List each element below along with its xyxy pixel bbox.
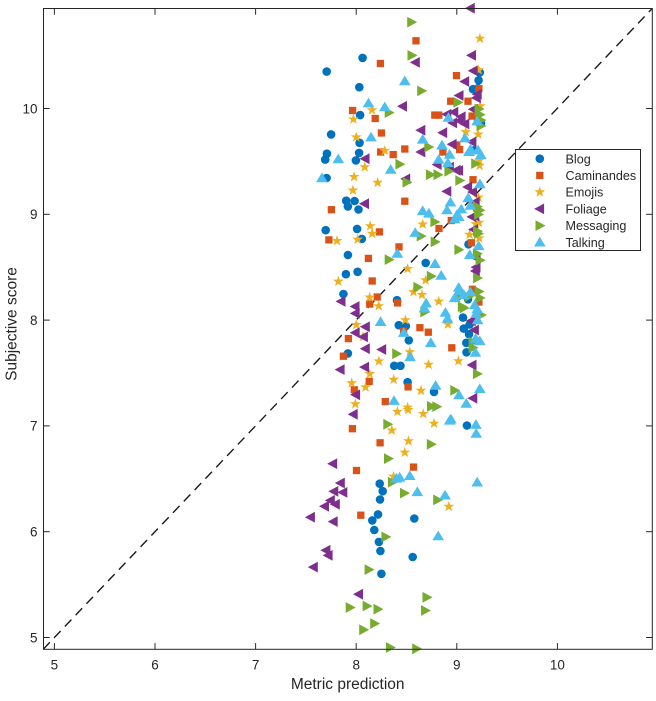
svg-text:8: 8 [30,313,38,328]
svg-text:6: 6 [30,525,38,540]
svg-text:8: 8 [352,658,360,673]
svg-text:Subjective score: Subjective score [4,267,21,381]
svg-text:Metric prediction: Metric prediction [291,676,405,693]
svg-text:Foliage: Foliage [566,203,607,217]
svg-text:Blog: Blog [566,152,591,166]
svg-text:Talking: Talking [566,236,605,250]
svg-text:9: 9 [30,207,38,222]
svg-text:7: 7 [252,658,260,673]
svg-text:5: 5 [30,630,38,645]
svg-text:6: 6 [151,658,159,673]
svg-text:Messaging: Messaging [566,219,627,233]
svg-text:Emojis: Emojis [566,186,604,200]
svg-text:10: 10 [550,658,565,673]
svg-text:10: 10 [22,101,37,116]
svg-text:Caminandes: Caminandes [566,169,637,183]
svg-text:9: 9 [453,658,461,673]
svg-text:5: 5 [51,658,59,673]
svg-text:7: 7 [30,419,38,434]
